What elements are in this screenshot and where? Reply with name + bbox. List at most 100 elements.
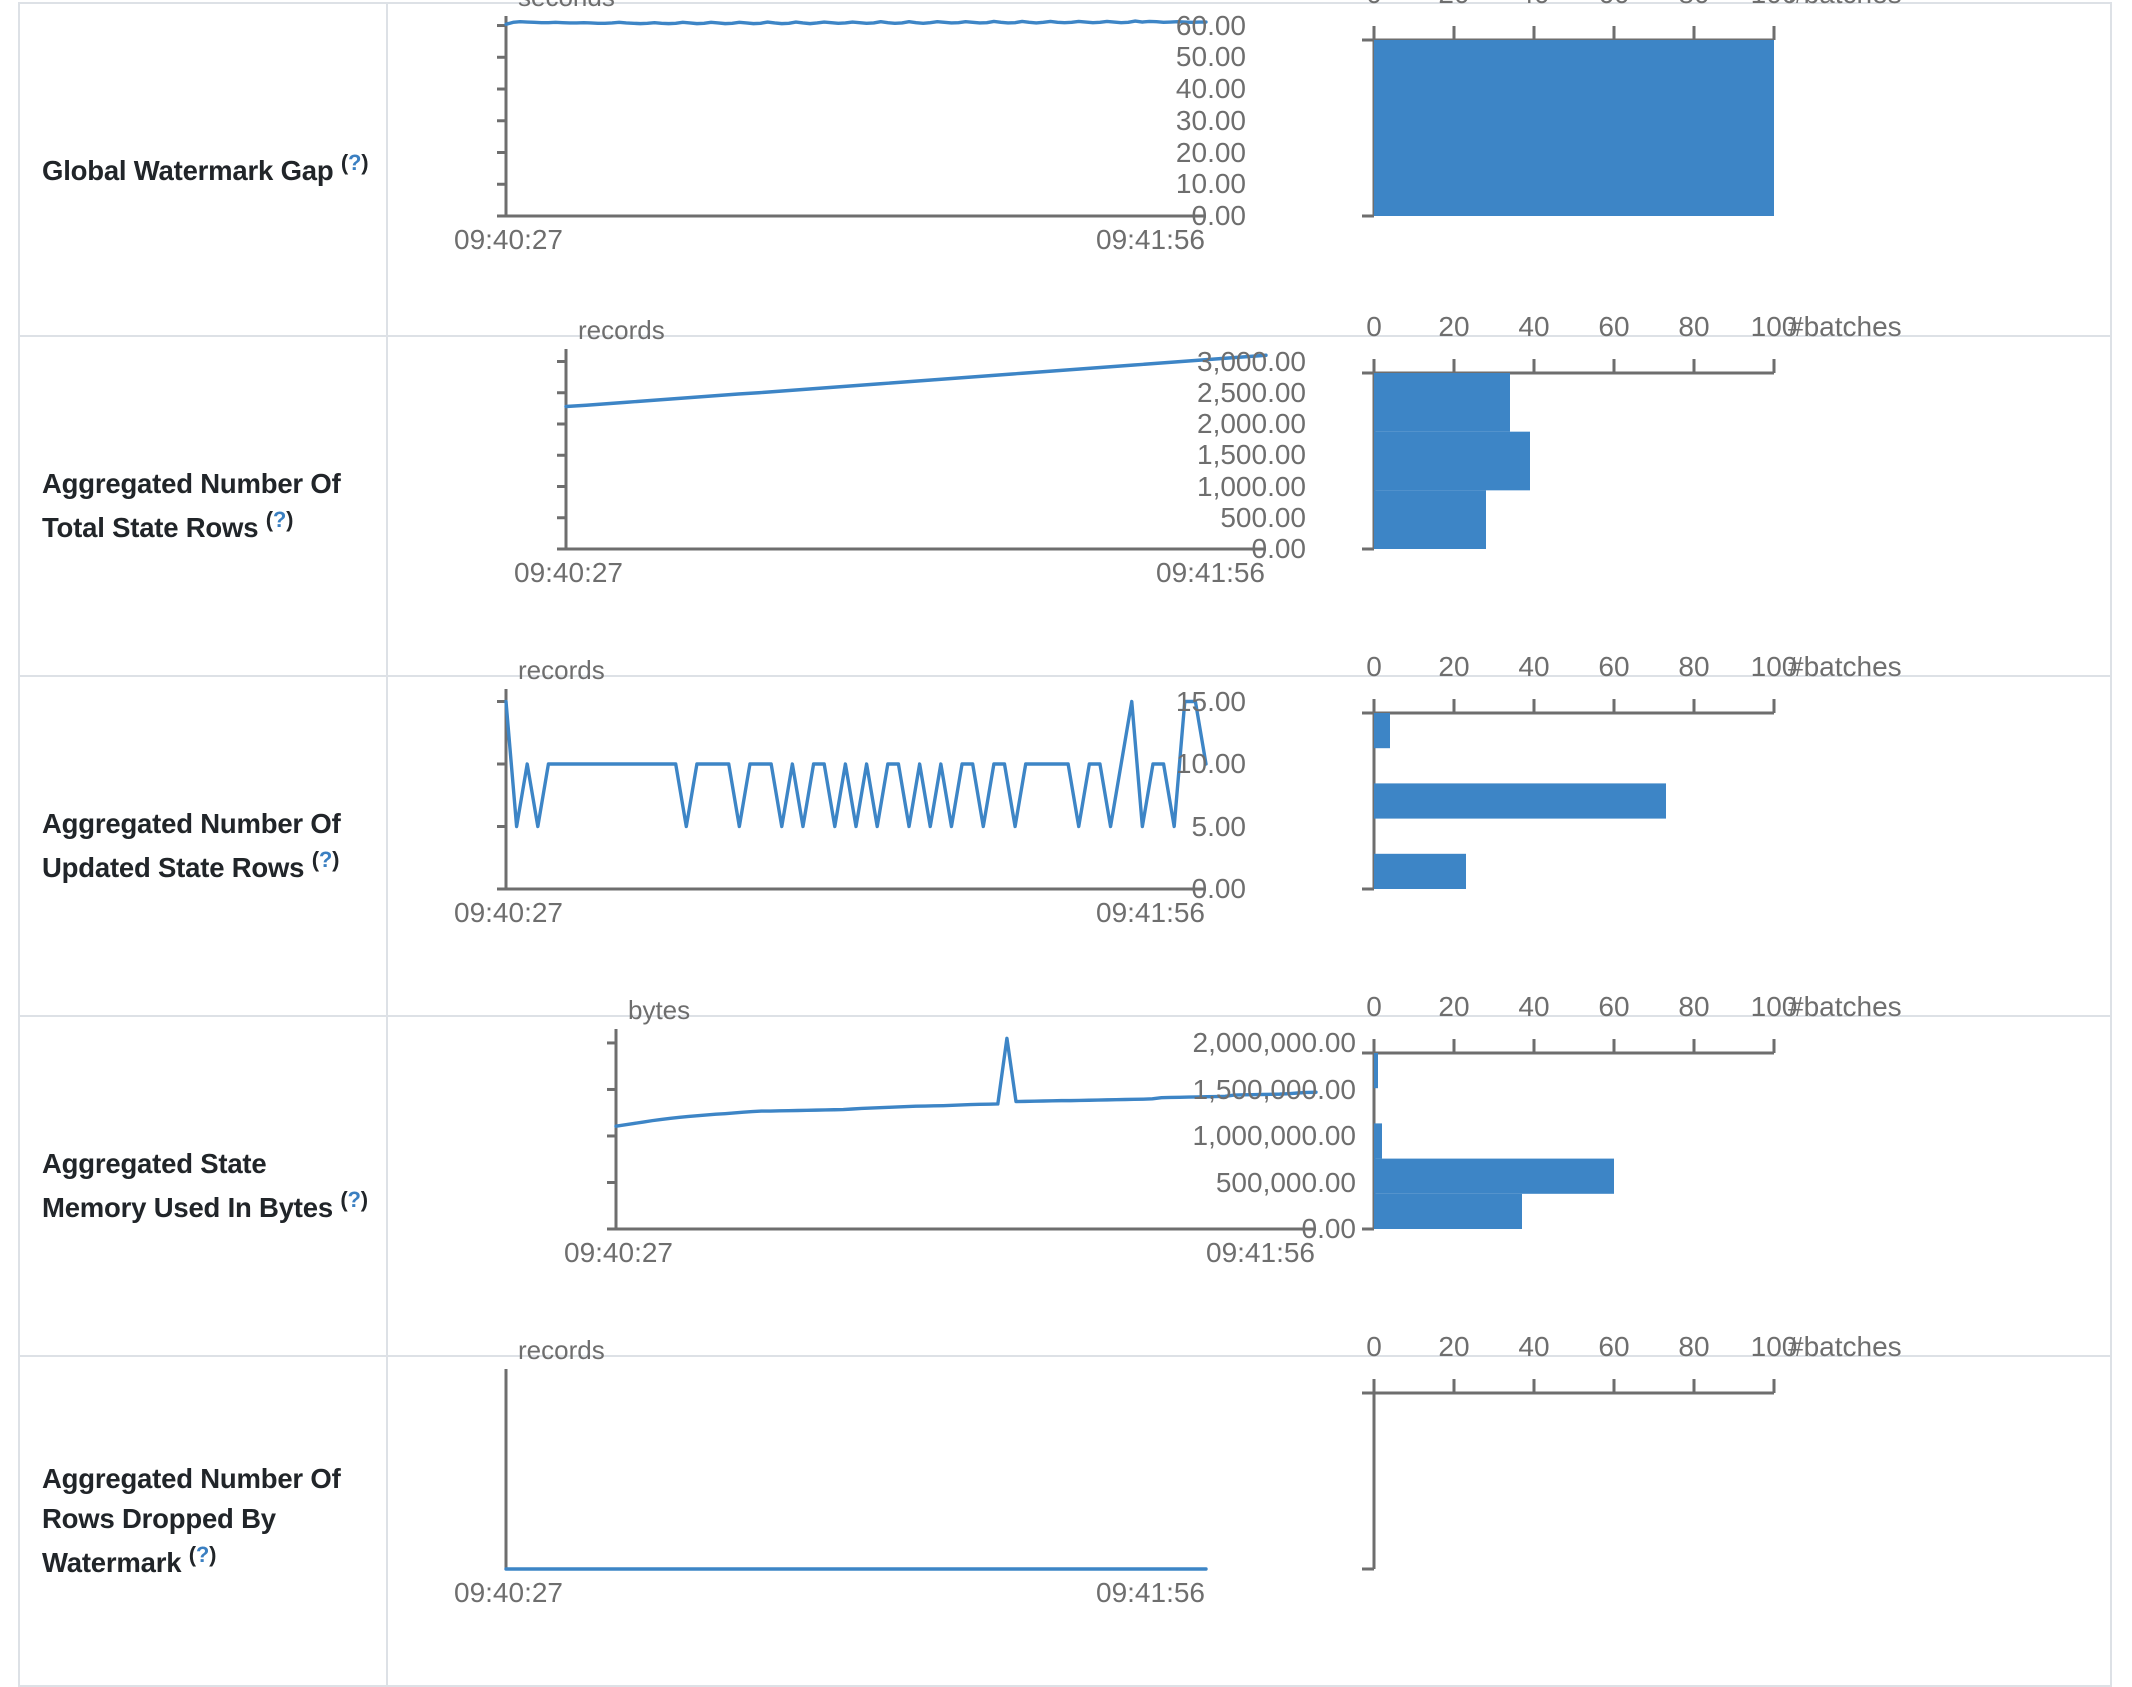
- histogram-tick-label: 80: [1678, 311, 1710, 342]
- histogram-unit-label: #batches: [1788, 311, 1902, 342]
- y-axis-tick-label: 2,500.00: [1197, 376, 1306, 408]
- help-icon[interactable]: ?: [318, 846, 333, 872]
- histogram-tick-label: 80: [1678, 0, 1709, 10]
- timeline-chart[interactable]: records 0.00 5.00 10.00 15.00 09:40:27 09:4…: [388, 655, 1247, 935]
- y-axis-tick-label: 15.00: [1175, 685, 1246, 717]
- y-axis-tick-label: 2,000.00: [1197, 408, 1306, 439]
- batch-histogram[interactable]: 0 20 40 60 80 100 #batches: [1356, 1331, 2056, 1615]
- timeline-chart[interactable]: records 0.00 500.00 1,000.00 1,500.00 2,000.…: [388, 315, 1307, 595]
- metric-row: Aggregated Number Of Rows Dropped By Wat…: [19, 1331, 2111, 1686]
- help-icon[interactable]: ?: [347, 1186, 361, 1212]
- help-paren-open: (: [340, 1186, 348, 1212]
- y-axis-tick-label: 1,000,000.00: [1192, 1120, 1357, 1151]
- x-axis-start-label: 09:40:27: [454, 1577, 563, 1608]
- y-axis-tick-label: 10.00: [1175, 748, 1246, 779]
- help-paren-open: (: [265, 506, 273, 532]
- timeline-chart-cell: records 0.00 5.00 10.00 15.00 09:40:27 09:4…: [387, 655, 1356, 1016]
- y-axis-tick-label: 50.00: [1175, 41, 1246, 73]
- metric-row: Aggregated Number Of Total State Rows (?…: [19, 311, 2111, 676]
- x-axis-start-label: 09:40:27: [454, 897, 563, 928]
- x-axis-end-label: 09:41:56: [1096, 897, 1205, 928]
- y-axis-unit-label: bytes: [628, 995, 691, 1025]
- histogram-cell: 0 20 40 60 80 100 #batches: [1356, 311, 2111, 676]
- histogram-cell: 0 20 40 60 80 100 #batches: [1356, 991, 2111, 1356]
- metric-row: Aggregated State Memory Used In Bytes (?…: [19, 991, 2111, 1356]
- y-axis-unit-label: records: [578, 315, 665, 345]
- help-icon[interactable]: ?: [348, 150, 362, 176]
- histogram-tick-label: 60: [1598, 991, 1630, 1022]
- metric-row: Global Watermark Gap (?) seconds 0.0010.…: [19, 0, 2111, 336]
- timeline-chart[interactable]: bytes 0.00 500,000.00 1,000,000.00 1,500,00…: [388, 995, 1357, 1275]
- histogram-unit-label: #batches: [1788, 991, 1902, 1022]
- histogram-tick-label: 40: [1518, 991, 1550, 1022]
- metric-title: Aggregated Number Of Rows Dropped By Wat…: [42, 1462, 341, 1579]
- histogram-tick-label: 100: [1750, 311, 1798, 342]
- histogram-tick-label: 60: [1598, 311, 1630, 342]
- help-paren-close: ): [209, 1541, 217, 1567]
- histogram-cell: 0 20 40 60 80 100 #batches: [1356, 651, 2111, 1016]
- timeline-chart[interactable]: records 09:40:27 09:41:56: [388, 1335, 1246, 1615]
- metric-title: Global Watermark Gap (?): [42, 150, 369, 187]
- x-axis-start-label: 09:40:27: [514, 557, 623, 588]
- histogram-tick-label: 40: [1518, 1331, 1550, 1362]
- histogram-cell: 0 20 40 60 80 100 #batches: [1356, 1331, 2111, 1686]
- histogram-tick-label: 20: [1438, 311, 1470, 342]
- y-axis-tick-label: 20.00: [1175, 136, 1246, 168]
- histogram-tick-label: 80: [1678, 1331, 1710, 1362]
- y-axis-tick-label: 3,000.00: [1197, 345, 1306, 377]
- metric-label-cell: Aggregated Number Of Updated State Rows …: [19, 676, 388, 1016]
- histogram-tick-label: 100: [1750, 991, 1798, 1022]
- y-axis-tick-label: 0.00: [1191, 873, 1247, 904]
- histogram-tick-label: 60: [1598, 0, 1629, 10]
- metric-title: Aggregated State Memory Used In Bytes (?…: [42, 1147, 368, 1224]
- metric-title: Aggregated Number Of Updated State Rows …: [42, 807, 341, 884]
- x-axis-end-label: 09:41:56: [1206, 1237, 1315, 1268]
- help-paren-close: ): [286, 506, 294, 532]
- histogram-tick-label: 20: [1438, 991, 1470, 1022]
- batch-histogram[interactable]: 0 20 40 60 80 100 #batches: [1356, 0, 2056, 262]
- help-paren-close: ): [360, 1186, 368, 1212]
- y-axis-unit-label: records: [518, 655, 605, 685]
- metric-label-cell: Global Watermark Gap (?): [19, 3, 388, 336]
- batch-histogram[interactable]: 0 20 40 60 80 100 #batches: [1356, 311, 2056, 595]
- help-paren-open: (: [340, 150, 349, 176]
- batch-histogram[interactable]: 0 20 40 60 80 100 #batches: [1356, 651, 2056, 935]
- y-axis-tick-label: 5.00: [1191, 810, 1247, 842]
- batch-histogram[interactable]: 0 20 40 60 80 100 #batches: [1356, 991, 2056, 1275]
- y-axis-tick-label: 0.00: [1251, 533, 1307, 564]
- x-axis-start-label: 09:40:27: [454, 224, 563, 255]
- histogram-tick-label: 60: [1598, 1331, 1630, 1362]
- help-paren-close: ): [361, 150, 369, 176]
- histogram-tick-label: 40: [1518, 651, 1550, 682]
- histogram-unit-label: #batches: [1788, 0, 1902, 10]
- help-icon[interactable]: ?: [195, 1541, 210, 1567]
- histogram-tick-label: 100: [1750, 651, 1798, 682]
- metric-label-cell: Aggregated Number Of Rows Dropped By Wat…: [19, 1356, 388, 1686]
- histogram-tick-label: 80: [1678, 651, 1710, 682]
- timeline-chart[interactable]: seconds 0.0010.0020.0030.0040.0050.0060.…: [388, 0, 1246, 262]
- histogram-tick-label: 0: [1366, 0, 1382, 10]
- metric-label-cell: Aggregated Number Of Total State Rows (?…: [19, 336, 388, 676]
- timeline-chart-cell: bytes 0.00 500,000.00 1,000,000.00 1,500,00…: [387, 995, 1357, 1356]
- histogram-tick-label: 80: [1678, 991, 1710, 1022]
- y-axis-tick-label: 1,000.00: [1197, 470, 1306, 502]
- y-axis-tick-label: 10.00: [1175, 168, 1246, 200]
- histogram-tick-label: 20: [1438, 651, 1470, 682]
- histogram-tick-label: 40: [1518, 0, 1549, 10]
- help-paren-open: (: [188, 1541, 196, 1567]
- help-paren-open: (: [311, 846, 319, 872]
- x-axis-start-label: 09:40:27: [564, 1237, 673, 1268]
- timeline-chart-cell: records 09:40:27 09:41:56: [387, 1335, 1356, 1686]
- y-axis-tick-label: 40.00: [1175, 73, 1246, 104]
- histogram-unit-label: #batches: [1788, 651, 1902, 682]
- timeline-chart-cell: records 0.00 500.00 1,000.00 1,500.00 2,000.…: [387, 315, 1356, 676]
- metric-label-cell: Aggregated State Memory Used In Bytes (?…: [19, 1016, 388, 1356]
- streaming-statistics-table: Global Watermark Gap (?) seconds 0.0010.…: [18, 0, 2112, 1687]
- histogram-tick-label: 20: [1438, 0, 1469, 10]
- help-icon[interactable]: ?: [272, 506, 287, 532]
- histogram-tick-label: 0: [1366, 1331, 1382, 1362]
- y-axis-tick-label: 60.00: [1175, 9, 1246, 41]
- x-axis-end-label: 09:41:56: [1096, 1577, 1205, 1608]
- y-axis-tick-label: 1,500,000.00: [1192, 1073, 1357, 1105]
- x-axis-end-label: 09:41:56: [1096, 224, 1205, 255]
